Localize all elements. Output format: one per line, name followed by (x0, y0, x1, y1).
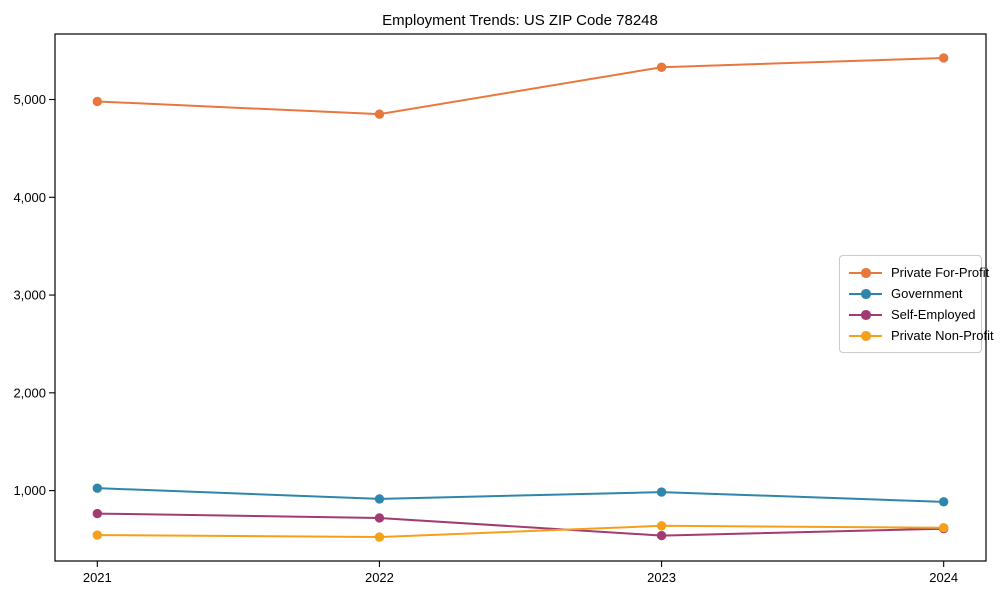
y-axis-tick-label: 4,000 (13, 190, 46, 205)
y-axis-tick-label: 1,000 (13, 483, 46, 498)
data-point-marker (656, 62, 667, 72)
legend-label: Private Non-Profit (891, 328, 994, 343)
x-axis-tick-label: 2021 (83, 570, 112, 585)
data-point-marker (374, 532, 385, 542)
data-point-marker (656, 530, 667, 541)
data-point-marker (92, 530, 103, 540)
legend-item: Self-Employed (849, 304, 976, 325)
data-point-marker (656, 521, 667, 531)
y-axis-tick-label: 2,000 (13, 385, 46, 400)
data-point-marker (92, 508, 103, 519)
series-line-private-non-profit (97, 524, 944, 539)
legend-line-marker-icon (849, 308, 882, 322)
axes-spines (54, 33, 987, 562)
legend-label: Government (891, 286, 963, 301)
legend-item: Government (849, 283, 973, 304)
x-axis-tick-label: 2024 (929, 570, 958, 585)
data-point-marker (938, 497, 949, 507)
y-axis-tick-label: 5,000 (13, 92, 46, 107)
chart-title: Employment Trends: US ZIP Code 78248 (382, 12, 658, 29)
legend-item: Private Non-Profit (849, 325, 994, 346)
series-line-self-employed (97, 512, 944, 537)
data-point-marker (92, 96, 103, 107)
data-point-marker (92, 483, 103, 493)
series-line-government (97, 487, 944, 503)
data-point-marker (938, 523, 949, 533)
data-point-marker (374, 494, 385, 504)
data-point-marker (938, 53, 949, 63)
x-axis-tick-label: 2023 (647, 570, 676, 585)
legend-line-marker-icon (849, 329, 882, 343)
data-point-marker (374, 513, 385, 523)
legend-line-marker-icon (849, 266, 882, 280)
legend-label: Private For-Profit (891, 265, 990, 280)
legend-item: Private For-Profit (849, 262, 989, 283)
data-point-marker (656, 487, 667, 497)
legend-label: Self-Employed (891, 307, 976, 322)
legend-line-marker-icon (849, 287, 882, 301)
x-axis-tick-label: 2022 (365, 570, 394, 585)
legend: Private For-Profit Government Self-Employe… (839, 255, 994, 353)
y-axis-tick-label: 3,000 (13, 288, 46, 303)
series-line-private-for-profit (97, 56, 944, 116)
data-point-marker (374, 109, 385, 119)
